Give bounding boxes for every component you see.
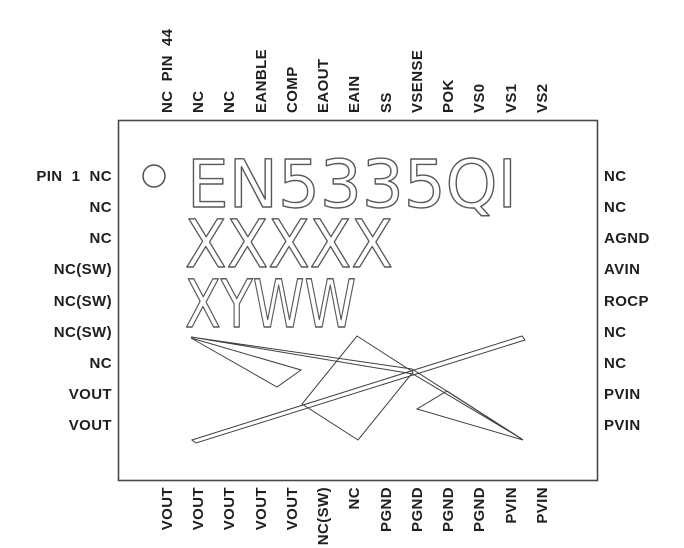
pin-left-5: NC(SW) [53,293,112,310]
thermal-pad-sliver-descending [190,336,523,440]
pin-top-13: VS2 [534,83,551,113]
pin-right-5: ROCP [604,293,649,310]
pin-bottom-02: VOUT [190,487,207,531]
pin-left-8: VOUT [68,386,112,403]
pin-bottom-01: VOUT [159,487,176,531]
pin-bottom-10: PGND [440,487,457,532]
pin-right-9: PVIN [604,417,641,434]
pin-bottom-08: PGND [378,487,395,532]
pin-bottom-11: PGND [471,487,488,532]
pin-top-10: POK [440,79,457,113]
pin-left-3: NC [89,230,112,247]
pin-top-02: NC [190,90,207,113]
chip-outline [117,119,599,482]
pin-left-2: NC [89,199,112,216]
lot-code-row2-text: XYWW [185,266,356,343]
pin-top-03: NC [221,90,238,113]
pin-right-3: AGND [604,230,650,247]
pin-right-7: NC [604,355,627,372]
pin-top-01: NC PIN 44 [159,28,176,113]
pin-right-2: NC [604,199,627,216]
thermal-pad-triangle-upper-left [190,337,303,388]
part-number-text: EN5335QI [187,146,517,223]
pin-right-8: PVIN [604,386,641,403]
pin-top-04: EANBLE [253,48,270,113]
pin-bottom-04: VOUT [253,487,270,531]
thermal-pad-triangle-lower-right [415,390,524,441]
pin-top-09: VSENSE [409,49,426,113]
pin-top-11: VS0 [471,83,488,113]
pin-left-4: NC(SW) [53,261,112,278]
pin-bottom-12: PVIN [503,487,520,524]
pin-bottom-07: NC [346,487,363,510]
thermal-pad-sliver-ascending [190,335,526,444]
thermal-pad-diamond [301,335,414,441]
pin-top-06: EAOUT [315,58,332,114]
pin-left-7: NC [89,355,112,372]
pin-bottom-03: VOUT [221,487,238,531]
pin-top-07: EAIN [346,75,363,113]
pin1-indicator-circle [142,164,166,188]
lot-code-row1-text: XXXXX [185,206,393,283]
pin-right-6: NC [604,324,627,341]
pin-bottom-09: PGND [409,487,426,532]
pin-right-4: AVIN [604,261,641,278]
pin-bottom-05: VOUT [284,487,301,531]
pin-top-12: VS1 [503,83,520,113]
pin-top-08: SS [378,92,395,113]
pin-left-9: VOUT [68,417,112,434]
pin-bottom-13: PVIN [534,487,551,524]
pin-left-6: NC(SW) [53,324,112,341]
pin-top-05: COMP [284,66,301,113]
pin-left-1: PIN 1 NC [36,168,112,185]
pin-bottom-06: NC(SW) [315,487,332,546]
pin-right-1: NC [604,168,627,185]
